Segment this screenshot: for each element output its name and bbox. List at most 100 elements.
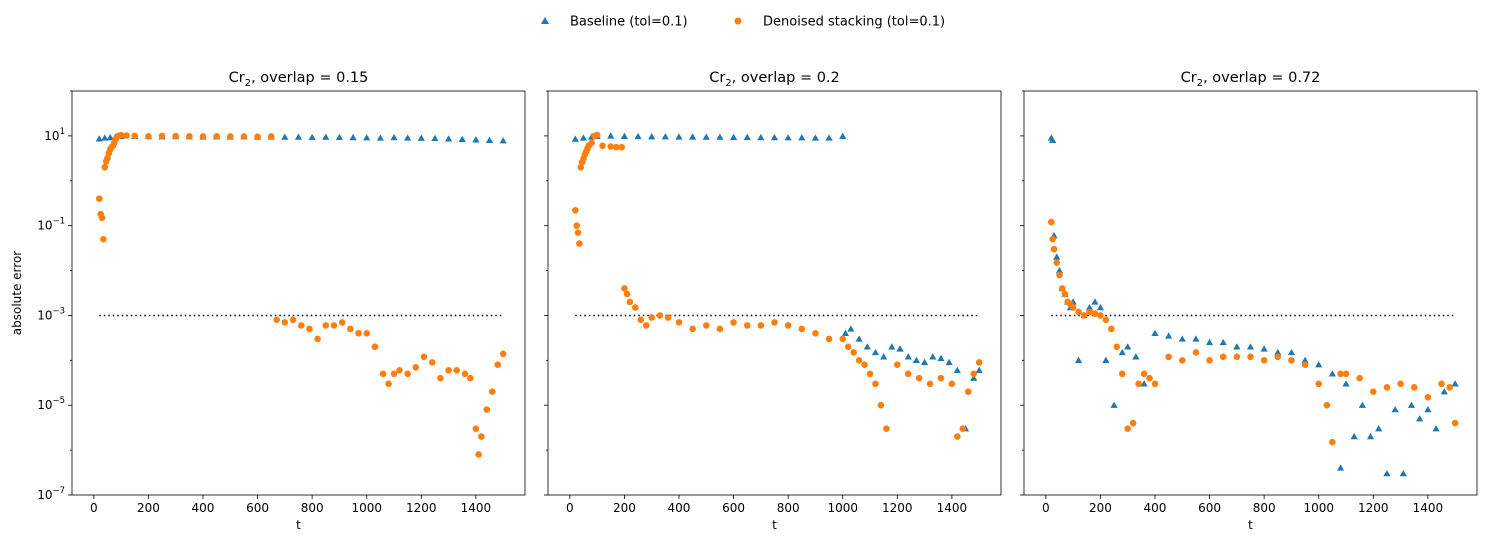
data-point-circle [1315,380,1323,388]
axes-frame [1023,90,1478,496]
data-point-circle [1129,419,1137,427]
data-point-circle [576,240,583,247]
axes-frame [547,90,1002,496]
data-point-triangle [825,134,833,141]
y-tick-label: 10−5 [37,396,65,412]
data-point-circle [322,322,330,329]
x-tick-label: 600 [722,501,745,515]
x-tick-label: 400 [192,501,215,515]
data-point-triangle [1205,338,1214,346]
data-point-circle [618,143,625,151]
y-tick-base: 10 [37,488,52,502]
x-tick-label: 800 [301,501,324,515]
series-denoised [95,131,507,458]
data-point-triangle [904,353,912,360]
data-point-circle [623,290,631,298]
data-point-circle [363,330,371,337]
data-point-circle [1113,343,1121,351]
data-point-circle [1086,308,1093,316]
data-point-circle [101,163,109,171]
x-tick-label: 800 [777,501,800,515]
series-baseline [571,132,983,432]
data-point-triangle [499,137,507,144]
data-point-circle [771,319,778,326]
data-point-circle [883,425,890,432]
data-point-circle [1151,380,1159,388]
data-point-triangle [1383,469,1391,477]
x-tick-label: 200 [613,501,636,515]
data-point-triangle [444,135,453,142]
data-point-triangle [1399,469,1407,477]
data-point-circle [1178,357,1186,364]
data-point-circle [199,133,207,140]
data-point-circle [475,451,482,458]
data-point-circle [1323,401,1331,409]
data-point-circle [499,350,507,358]
data-point-circle [599,142,606,150]
data-point-circle [1370,388,1377,396]
y-tick-exponent: −5 [52,396,65,406]
data-point-triangle [661,133,669,140]
data-point-circle [675,319,683,326]
y-tick-label: 101 [44,127,65,143]
data-point-circle [866,370,874,378]
x-tick-label: 0 [566,501,574,515]
data-point-circle [172,132,179,140]
data-point-triangle [1246,343,1255,350]
data-point-triangle [1110,401,1118,408]
y-tick-base: 10 [44,129,59,143]
data-point-circle [894,361,901,368]
chart-panel: Cr2, overlap = 0.72 0 200 400 600 800 1000 1200… [1020,70,1478,532]
data-point-triangle [1219,338,1227,346]
chart-panel: Cr2, overlap = 0.15 0 200 400 600 800 1000 1200… [10,70,526,532]
data-point-circle [1383,384,1391,391]
x-tick-label: 0 [90,501,98,515]
data-point-triangle [281,133,289,140]
legend: Baseline (tol=0.1) Denoised stacking (tol… [541,15,945,30]
data-point-circle [1102,316,1110,324]
data-point-triangle [404,134,412,141]
data-point-circle [1140,370,1148,378]
data-point-triangle [579,134,588,141]
y-tick-exponent: −1 [52,217,65,227]
data-point-triangle [953,366,961,373]
data-point-circle [1410,384,1418,391]
data-point-circle [254,133,261,140]
data-point-circle [488,388,496,396]
data-point-circle [1075,308,1082,316]
data-point-triangle [1260,345,1268,352]
data-point-circle [664,314,672,321]
data-point-triangle [912,356,921,364]
data-point-circle [1397,380,1404,388]
data-point-circle [1451,419,1459,427]
series-denoised [571,131,983,440]
data-point-circle [1108,325,1115,333]
chart-title: Cr2, overlap = 0.2 [709,70,840,89]
data-point-triangle [839,132,847,139]
data-point-triangle [1124,343,1132,350]
data-point-triangle [1233,343,1241,350]
data-point-circle [355,330,362,337]
data-point-triangle [308,133,316,141]
data-point-triangle [335,133,344,141]
data-point-circle [1233,353,1241,361]
data-point-circle [437,374,444,382]
data-point-circle [186,132,193,140]
x-tick-label: 1200 [1358,501,1389,515]
data-point-circle [964,388,972,396]
data-point-triangle [1407,401,1416,408]
data-point-circle [1192,349,1200,356]
data-point-circle [453,366,461,374]
data-point-circle [825,335,833,343]
data-point-circle [1069,304,1077,311]
data-point-triangle [458,135,466,142]
data-point-circle [420,353,428,361]
data-point-circle [612,143,620,151]
data-point-circle [1050,245,1058,253]
data-point-triangle [571,135,579,142]
data-point-circle [1446,384,1454,391]
data-point-triangle [1165,332,1173,339]
data-point-circle [98,214,106,222]
data-point-circle [1424,394,1432,401]
chart-title-main: Cr [229,70,245,86]
